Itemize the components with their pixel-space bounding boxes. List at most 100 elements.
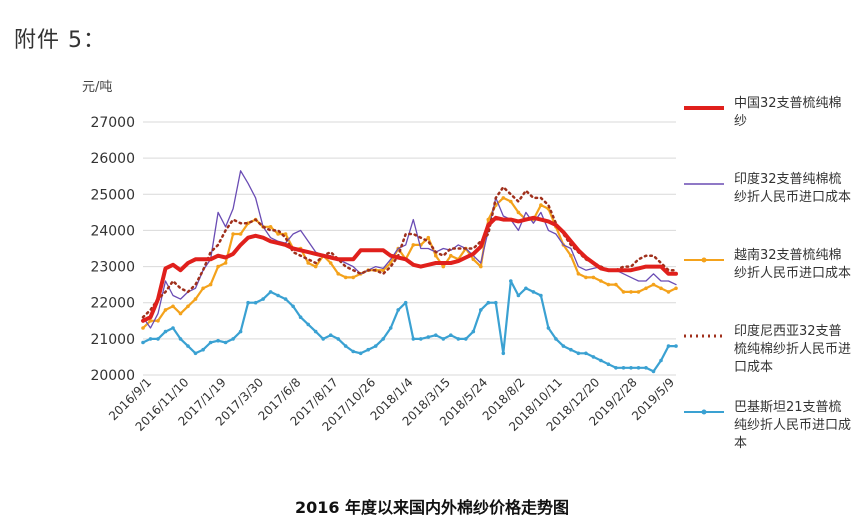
data-point <box>343 275 348 280</box>
data-point <box>644 366 648 370</box>
data-point <box>434 333 438 338</box>
data-point <box>651 369 656 374</box>
data-point <box>171 304 175 309</box>
data-point <box>193 351 198 356</box>
data-point <box>614 282 618 287</box>
data-point <box>621 366 626 370</box>
data-point <box>419 337 423 341</box>
legend-item-pakistan: 巴基斯坦21支普梳纯纱折人民币进口成本 <box>684 399 862 475</box>
data-point <box>313 329 318 334</box>
legend-label-indonesia: 印度尼西亚32支普梳纯棉纱折人民币进口成本 <box>734 324 852 375</box>
y-tick-label: 20000 <box>90 368 135 384</box>
data-point <box>223 261 228 265</box>
legend-key-china <box>684 106 724 110</box>
data-point <box>208 282 213 287</box>
data-point <box>291 304 295 309</box>
legend-label-china: 中国32支普梳纯棉纱 <box>734 96 842 129</box>
data-point <box>381 337 386 341</box>
data-point <box>584 275 588 280</box>
data-point <box>336 272 341 276</box>
data-point <box>306 322 311 327</box>
data-point <box>666 344 671 348</box>
data-point <box>426 335 431 339</box>
data-point <box>629 290 633 294</box>
data-point <box>186 304 190 309</box>
data-point <box>509 199 513 204</box>
data-point <box>516 293 521 298</box>
series-line-0 <box>141 215 678 323</box>
data-point <box>238 232 243 236</box>
data-point <box>651 282 656 287</box>
y-unit-label: 元/吨 <box>82 80 113 95</box>
data-point <box>231 337 235 341</box>
data-point <box>591 275 596 280</box>
data-point <box>644 286 648 291</box>
data-point <box>381 268 386 273</box>
data-point <box>201 286 205 291</box>
data-point <box>411 243 416 247</box>
data-point <box>531 290 536 294</box>
y-tick-labels: 20000 21000 22000 23000 24000 25000 26000 27000 <box>90 115 135 384</box>
data-point <box>561 344 566 348</box>
y-tick-label: 27000 <box>90 115 135 131</box>
y-tick-label: 23000 <box>90 260 135 276</box>
data-point <box>441 264 446 269</box>
data-point <box>434 253 438 258</box>
data-point <box>321 337 326 341</box>
data-point <box>201 347 205 352</box>
data-point <box>141 340 145 345</box>
data-point <box>163 329 168 334</box>
data-point <box>313 264 318 269</box>
data-point <box>576 351 581 356</box>
legend-key-indonesia <box>684 334 724 338</box>
data-point <box>636 366 641 370</box>
data-point <box>268 225 273 229</box>
data-point <box>659 358 663 363</box>
data-point <box>396 308 401 312</box>
data-point <box>606 282 611 287</box>
series-lines <box>141 170 678 374</box>
legend-item-vietnam: 越南32支普梳纯棉纱折人民币进口成本 <box>684 247 862 323</box>
data-point <box>253 300 258 305</box>
data-point <box>599 279 603 283</box>
legend-key-india <box>684 183 724 185</box>
data-point <box>246 300 250 305</box>
y-tick-label: 26000 <box>90 151 135 167</box>
data-point <box>403 300 408 305</box>
data-point <box>156 337 160 341</box>
data-point <box>268 290 273 294</box>
legend-key-vietnam <box>684 257 724 263</box>
data-point <box>411 337 416 341</box>
data-point <box>298 315 303 320</box>
data-point <box>148 319 153 323</box>
y-tick-label: 22000 <box>90 296 135 312</box>
data-point <box>591 355 596 359</box>
data-point <box>343 344 348 348</box>
data-point <box>584 351 588 356</box>
data-point <box>471 329 476 334</box>
data-point <box>441 337 446 341</box>
data-point <box>539 203 543 207</box>
data-point <box>231 232 235 236</box>
data-point <box>351 349 356 354</box>
legend-label-pakistan: 巴基斯坦21支普梳纯纱折人民币进口成本 <box>734 400 852 451</box>
data-point <box>306 261 311 265</box>
data-point <box>659 286 663 291</box>
data-point <box>163 308 168 312</box>
data-point <box>328 261 333 265</box>
data-point <box>186 344 190 348</box>
data-point <box>283 297 288 301</box>
data-point <box>674 286 678 291</box>
data-point <box>486 300 491 305</box>
data-point <box>426 235 431 240</box>
legend-label-india: 印度32支普纯棉梳纱折人民币进口成本 <box>734 172 852 205</box>
y-tick-label: 21000 <box>90 332 135 348</box>
data-point <box>569 253 573 258</box>
data-point <box>471 257 476 262</box>
data-point <box>576 272 581 276</box>
data-point <box>328 333 333 338</box>
data-point <box>554 337 558 341</box>
data-point <box>238 329 243 334</box>
data-point <box>276 232 280 236</box>
